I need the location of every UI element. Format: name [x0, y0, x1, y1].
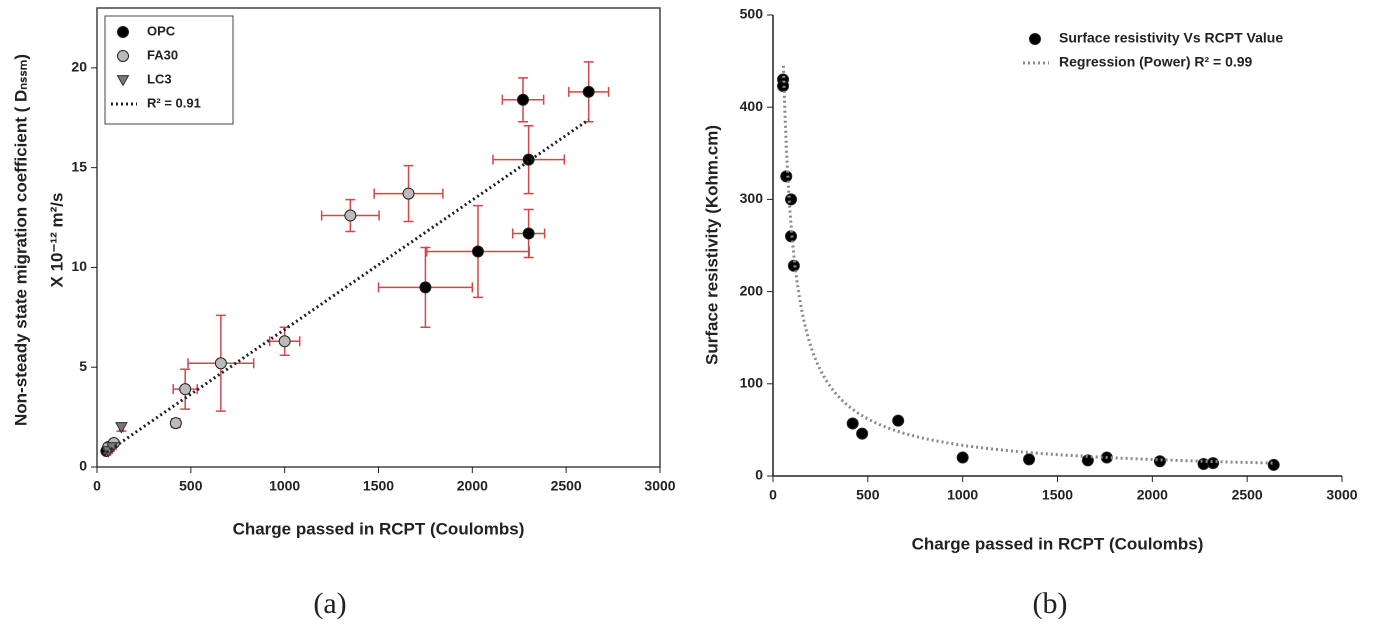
y-tick-label: 0: [755, 467, 763, 483]
marker: [1153, 455, 1166, 468]
y-tick-label: 15: [71, 158, 87, 174]
y-tick-label: 300: [740, 190, 764, 206]
marker: [179, 383, 192, 396]
legend-swatch: [116, 75, 130, 87]
legend-label: Surface resistivity Vs RCPT Value: [1059, 30, 1283, 46]
y-tick-label: 200: [740, 282, 764, 298]
legend-label: Regression (Power) R² = 0.99: [1059, 54, 1253, 70]
x-tick-label: 1000: [947, 487, 978, 503]
marker: [419, 281, 432, 294]
marker: [1267, 458, 1280, 471]
y-tick-label: 400: [740, 98, 764, 114]
marker: [115, 422, 128, 434]
legend-swatch: [117, 50, 129, 62]
y-tick-label: 20: [71, 59, 87, 75]
marker: [1081, 454, 1094, 467]
y-tick-label: 5: [79, 358, 87, 374]
marker: [582, 85, 595, 98]
marker: [892, 414, 905, 427]
legend-label: LC3: [147, 71, 172, 86]
x-tick-label: 2000: [457, 478, 488, 494]
marker: [1023, 453, 1036, 466]
x-tick-label: 2500: [551, 478, 582, 494]
marker: [785, 193, 798, 206]
x-tick-label: 1000: [269, 478, 300, 494]
legend-label: OPC: [147, 23, 176, 38]
y-tick-label: 500: [740, 6, 764, 22]
marker: [956, 451, 969, 464]
x-tick-label: 2000: [1137, 487, 1168, 503]
marker: [471, 245, 484, 258]
marker: [214, 357, 227, 370]
y-axis-title: Non-steady state migration coefficient (…: [11, 54, 30, 426]
marker: [522, 153, 535, 166]
x-axis-title: Charge passed in RCPT (Coulombs): [233, 519, 525, 538]
x-tick-label: 2500: [1232, 487, 1263, 503]
x-tick-label: 500: [856, 487, 880, 503]
x-tick-label: 500: [179, 478, 203, 494]
marker: [856, 427, 869, 440]
marker: [169, 417, 182, 430]
caption: (a): [313, 587, 346, 620]
x-axis-title: Charge passed in RCPT (Coulombs): [912, 534, 1204, 553]
x-tick-label: 3000: [644, 478, 675, 494]
legend-label: R² = 0.91: [147, 95, 201, 110]
legend-label: FA30: [147, 47, 178, 62]
regression-line: [101, 118, 590, 457]
y-tick-label: 0: [79, 458, 87, 474]
marker: [517, 93, 530, 106]
marker: [522, 227, 535, 240]
legend-swatch: [1029, 33, 1041, 45]
regression-curve: [781, 65, 1274, 465]
marker: [344, 209, 357, 222]
y-axis-title: X 10⁻¹² m²/s: [47, 193, 66, 288]
y-axis-title: Surface resistivity (Kohm.cm): [702, 125, 721, 365]
y-tick-label: 10: [71, 258, 87, 274]
x-tick-label: 0: [769, 487, 777, 503]
marker: [278, 335, 291, 348]
caption: (b): [1033, 587, 1068, 620]
x-tick-label: 1500: [1042, 487, 1073, 503]
marker: [402, 187, 415, 200]
y-tick-label: 100: [740, 375, 764, 391]
x-tick-label: 1500: [363, 478, 394, 494]
marker: [846, 417, 859, 430]
x-tick-label: 0: [93, 478, 101, 494]
legend-swatch: [117, 26, 129, 38]
x-tick-label: 3000: [1326, 487, 1357, 503]
